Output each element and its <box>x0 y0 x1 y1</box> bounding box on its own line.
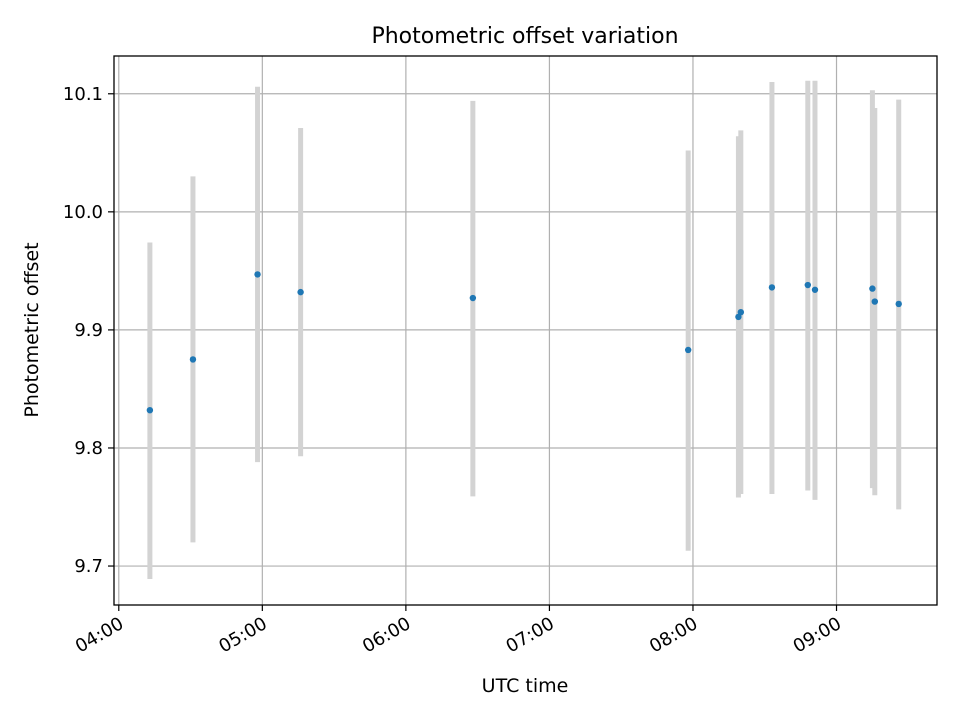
data-point <box>737 309 745 316</box>
x-axis-label: UTC time <box>482 675 569 697</box>
data-point <box>189 356 197 363</box>
data-point <box>768 284 776 291</box>
x-tick-label: 05:00 <box>215 613 270 657</box>
data-point <box>869 285 876 292</box>
chart-title: Photometric offset variation <box>371 24 678 49</box>
x-axis: 04:00 05:00 06:00 07:00 08:00 09:00 <box>72 605 845 657</box>
x-tick-label: 04:00 <box>72 613 127 657</box>
y-tick-label: 9.8 <box>74 438 103 459</box>
data-point <box>895 300 902 308</box>
data-point <box>804 281 812 289</box>
data-point <box>297 288 304 296</box>
data-point <box>871 298 878 305</box>
grid <box>114 56 937 605</box>
data-point <box>735 313 742 321</box>
data-points <box>146 271 902 414</box>
data-point <box>684 346 692 354</box>
x-tick-label: 07:00 <box>502 613 557 657</box>
data-point <box>146 406 154 414</box>
x-tick-label: 09:00 <box>790 613 845 657</box>
y-tick-label: 9.9 <box>74 320 103 341</box>
y-tick-label: 10.1 <box>63 84 103 105</box>
data-point <box>811 286 819 293</box>
y-tick-label: 10.0 <box>63 202 103 223</box>
data-point <box>469 294 477 302</box>
x-tick-label: 06:00 <box>359 613 414 657</box>
y-tick-label: 9.7 <box>74 556 103 577</box>
y-axis: 9.7 9.8 9.9 10.0 10.1 <box>63 84 114 577</box>
data-point <box>254 271 261 278</box>
y-axis-label: Photometric offset <box>21 242 43 417</box>
x-tick-label: 08:00 <box>646 613 701 657</box>
